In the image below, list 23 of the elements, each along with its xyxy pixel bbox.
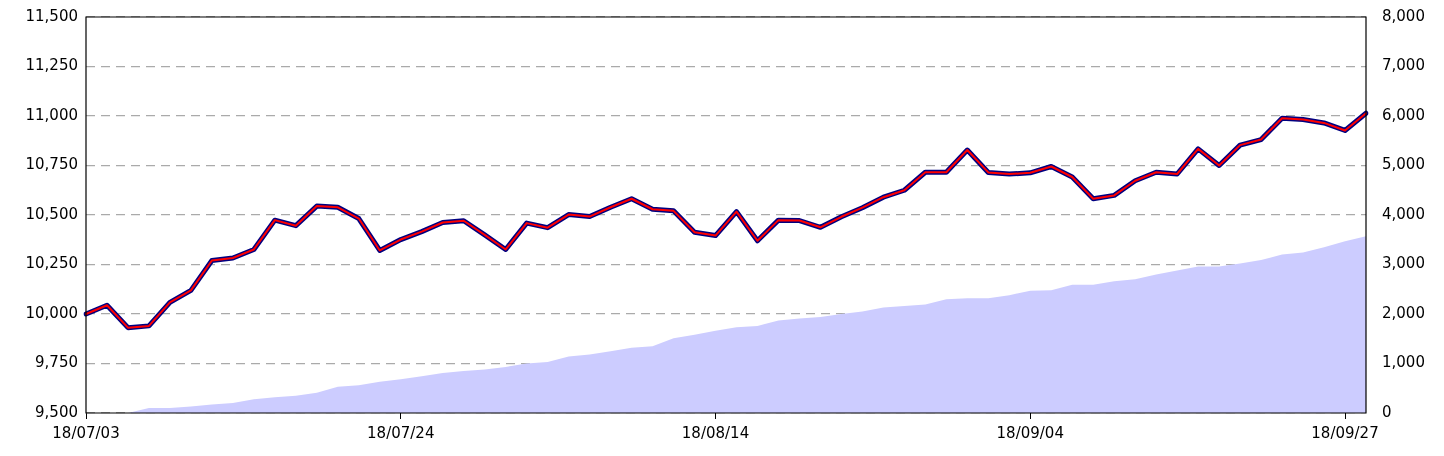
x-tick-label: 18/07/03: [52, 423, 120, 442]
y-tick-label: 11,250: [25, 56, 78, 75]
y-tick-label: 9,500: [35, 402, 78, 421]
y-tick-label: 11,000: [25, 105, 78, 124]
y2-tick-label: 6,000: [1382, 105, 1425, 124]
y2-tick-label: 1,000: [1382, 353, 1425, 372]
x-tick-label: 18/07/24: [367, 423, 435, 442]
y-tick-label: 11,500: [25, 6, 78, 25]
y-tick-label: 10,500: [25, 204, 78, 223]
y2-tick-label: 3,000: [1382, 254, 1425, 273]
y2-tick-label: 5,000: [1382, 155, 1425, 174]
y-tick-label: 9,750: [35, 353, 78, 372]
y-tick-label: 10,250: [25, 254, 78, 273]
y2-tick-label: 2,000: [1382, 303, 1425, 322]
y2-tick-label: 8,000: [1382, 6, 1425, 25]
y2-tick-label: 4,000: [1382, 204, 1425, 223]
y-tick-label: 10,750: [25, 155, 78, 174]
x-tick-label: 18/08/14: [681, 423, 750, 442]
y2-tick-label: 7,000: [1382, 56, 1425, 75]
x-tick-label: 18/09/04: [996, 423, 1064, 442]
x-tick-label: 18/09/27: [1311, 423, 1379, 442]
y2-tick-label: 0: [1382, 402, 1392, 421]
y-tick-label: 10,000: [25, 303, 78, 322]
